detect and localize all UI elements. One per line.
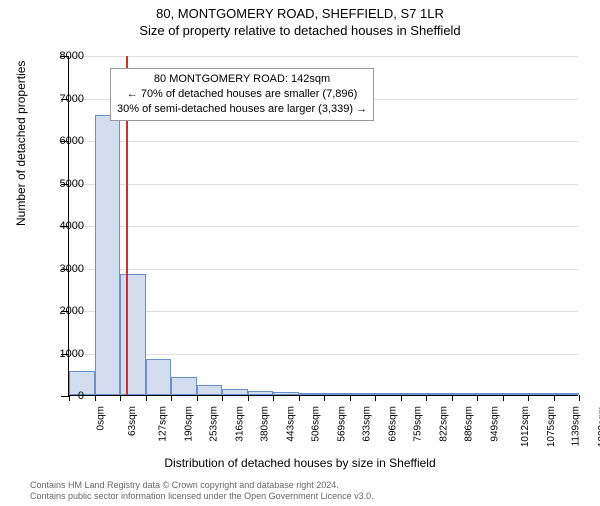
histogram-bar	[503, 393, 529, 395]
annotation-line2: ← 70% of detached houses are smaller (7,…	[117, 87, 367, 102]
histogram-bar	[146, 359, 172, 395]
x-tick	[350, 395, 351, 401]
histogram-bar	[273, 392, 299, 395]
x-tick	[273, 395, 274, 401]
histogram-bar	[401, 393, 427, 395]
histogram-bar	[197, 385, 223, 395]
grid-line	[69, 184, 578, 185]
x-tick-label: 1202sqm	[597, 406, 600, 447]
x-tick	[146, 395, 147, 401]
histogram-bar	[350, 393, 376, 395]
footer-line1: Contains HM Land Registry data © Crown c…	[30, 480, 374, 491]
histogram-bar	[248, 391, 274, 395]
x-tick-label: 190sqm	[183, 406, 194, 442]
x-tick-label: 127sqm	[158, 406, 169, 442]
y-tick-label: 3000	[34, 263, 84, 275]
x-tick	[248, 395, 249, 401]
footer-line2: Contains public sector information licen…	[30, 491, 374, 502]
x-tick	[554, 395, 555, 401]
x-tick	[222, 395, 223, 401]
x-tick-label: 0sqm	[95, 406, 106, 430]
x-tick-label: 759sqm	[413, 406, 424, 442]
x-tick	[426, 395, 427, 401]
histogram-bar	[120, 274, 146, 395]
y-tick-label: 0	[34, 390, 84, 402]
y-tick-label: 6000	[34, 135, 84, 147]
x-tick-label: 443sqm	[285, 406, 296, 442]
x-tick-label: 63sqm	[127, 406, 138, 436]
x-tick	[452, 395, 453, 401]
histogram-bar	[299, 393, 325, 395]
chart-title-address: 80, MONTGOMERY ROAD, SHEFFIELD, S7 1LR	[0, 6, 600, 21]
x-tick	[120, 395, 121, 401]
x-tick-label: 633sqm	[362, 406, 373, 442]
x-tick-label: 316sqm	[234, 406, 245, 442]
x-tick-label: 253sqm	[209, 406, 220, 442]
y-tick-label: 4000	[34, 220, 84, 232]
histogram-bar	[222, 389, 248, 395]
x-tick-label: 1139sqm	[570, 406, 581, 446]
annotation-box: 80 MONTGOMERY ROAD: 142sqm ← 70% of deta…	[110, 68, 374, 121]
x-tick-label: 949sqm	[489, 406, 500, 442]
histogram-bar	[452, 393, 478, 395]
x-tick-label: 822sqm	[438, 406, 449, 442]
y-tick-label: 7000	[34, 93, 84, 105]
y-tick-label: 2000	[34, 305, 84, 317]
grid-line	[69, 141, 578, 142]
x-tick-label: 1012sqm	[520, 406, 531, 447]
x-tick	[197, 395, 198, 401]
x-axis-title: Distribution of detached houses by size …	[0, 456, 600, 470]
y-tick-label: 8000	[34, 50, 84, 62]
x-tick-label: 886sqm	[464, 406, 475, 442]
x-tick	[324, 395, 325, 401]
x-tick	[503, 395, 504, 401]
x-tick	[528, 395, 529, 401]
x-tick	[401, 395, 402, 401]
y-tick-label: 1000	[34, 348, 84, 360]
histogram-bar	[375, 393, 401, 395]
x-tick-label: 569sqm	[336, 406, 347, 442]
x-tick	[171, 395, 172, 401]
histogram-bar	[95, 115, 121, 396]
histogram-bar	[324, 393, 350, 395]
histogram-bar	[528, 393, 554, 395]
x-tick	[299, 395, 300, 401]
grid-line	[69, 269, 578, 270]
footer-attribution: Contains HM Land Registry data © Crown c…	[30, 480, 374, 502]
y-axis-title: Number of detached properties	[14, 61, 28, 226]
x-tick	[375, 395, 376, 401]
histogram-bar	[426, 393, 452, 395]
histogram-bar	[477, 393, 503, 395]
grid-line	[69, 226, 578, 227]
annotation-line3: 30% of semi-detached houses are larger (…	[117, 102, 367, 117]
x-tick-label: 1075sqm	[546, 406, 557, 447]
chart-subtitle: Size of property relative to detached ho…	[0, 23, 600, 38]
histogram-bar	[554, 393, 580, 395]
x-tick-label: 506sqm	[311, 406, 322, 442]
annotation-line1: 80 MONTGOMERY ROAD: 142sqm	[117, 72, 367, 87]
x-tick	[477, 395, 478, 401]
x-tick	[95, 395, 96, 401]
x-tick	[579, 395, 580, 401]
grid-line	[69, 56, 578, 57]
x-tick-label: 380sqm	[260, 406, 271, 442]
x-tick-label: 696sqm	[387, 406, 398, 442]
histogram-bar	[171, 377, 197, 395]
y-tick-label: 5000	[34, 178, 84, 190]
